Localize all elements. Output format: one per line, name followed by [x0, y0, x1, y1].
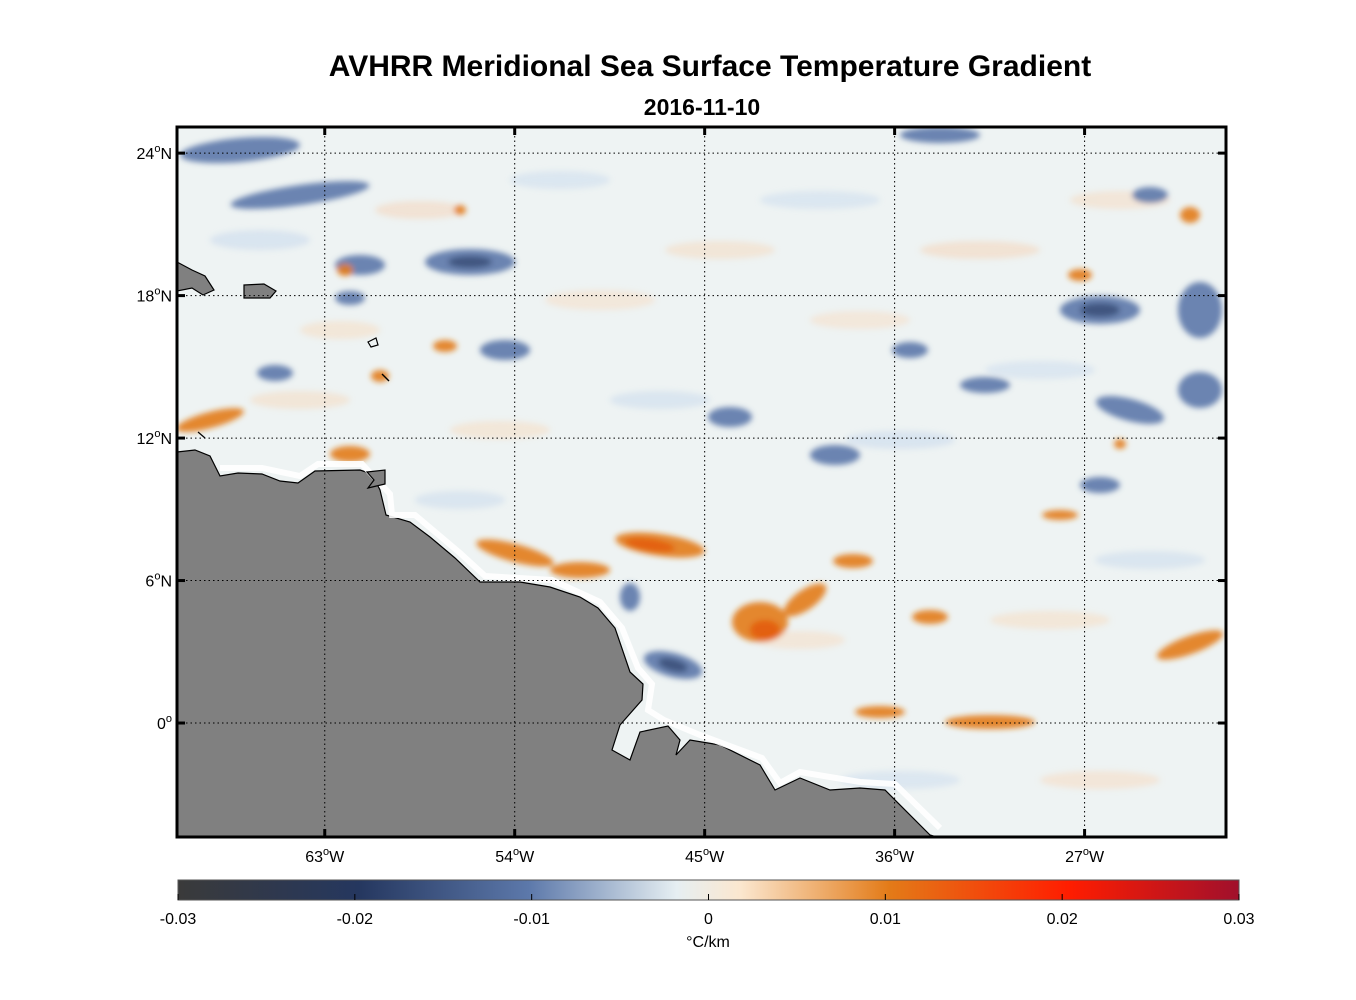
colorbar-label: °C/km	[686, 934, 730, 951]
lat-tick-label: 12oN	[137, 428, 172, 448]
colorbar-tick-label: 0.01	[870, 911, 901, 928]
lon-tick-label: 27oW	[1065, 846, 1105, 866]
lon-tick-label: 54oW	[495, 846, 535, 866]
colorbar-ticks: -0.03 -0.02 -0.01 0 0.01 0.02 0.03	[160, 894, 1255, 928]
longitude-labels: 63oW 54oW 45oW 36oW 27oW	[305, 846, 1105, 866]
island-small-2	[381, 373, 390, 382]
colorbar-tick-label: 0.02	[1047, 911, 1078, 928]
chart-subtitle: 2016-11-10	[644, 94, 760, 120]
lon-tick-label: 36oW	[875, 846, 915, 866]
south-america-land	[177, 449, 939, 837]
lat-tick-label: 0o	[157, 713, 172, 733]
island-puerto-rico	[177, 261, 215, 296]
island-small-3	[197, 431, 206, 439]
colorbar-tick-label: -0.01	[513, 911, 550, 928]
latitude-labels: 24oN 18oN 12oN 6oN 0o	[137, 143, 172, 733]
colorbar-tick-label: -0.03	[160, 911, 197, 928]
lat-tick-label: 18oN	[137, 286, 172, 306]
lon-tick-label: 63oW	[305, 846, 345, 866]
colorbar-tick-label: 0.03	[1223, 911, 1254, 928]
colorbar-tick-label: -0.02	[337, 911, 374, 928]
lat-tick-label: 6oN	[145, 571, 172, 591]
island-guadeloupe	[243, 283, 277, 299]
coastal-margin	[220, 461, 943, 831]
chart-title: AVHRR Meridional Sea Surface Temperature…	[329, 50, 1091, 83]
lat-tick-label: 24oN	[137, 143, 172, 163]
lon-tick-label: 45oW	[685, 846, 725, 866]
island-small	[367, 337, 379, 348]
graticule	[177, 127, 1226, 837]
map-panel	[177, 127, 1226, 837]
island-trinidad	[365, 469, 386, 489]
sst-gradient-field	[177, 127, 1224, 789]
map-frame	[175, 125, 1228, 839]
colorbar-tick-label: 0	[704, 911, 713, 928]
